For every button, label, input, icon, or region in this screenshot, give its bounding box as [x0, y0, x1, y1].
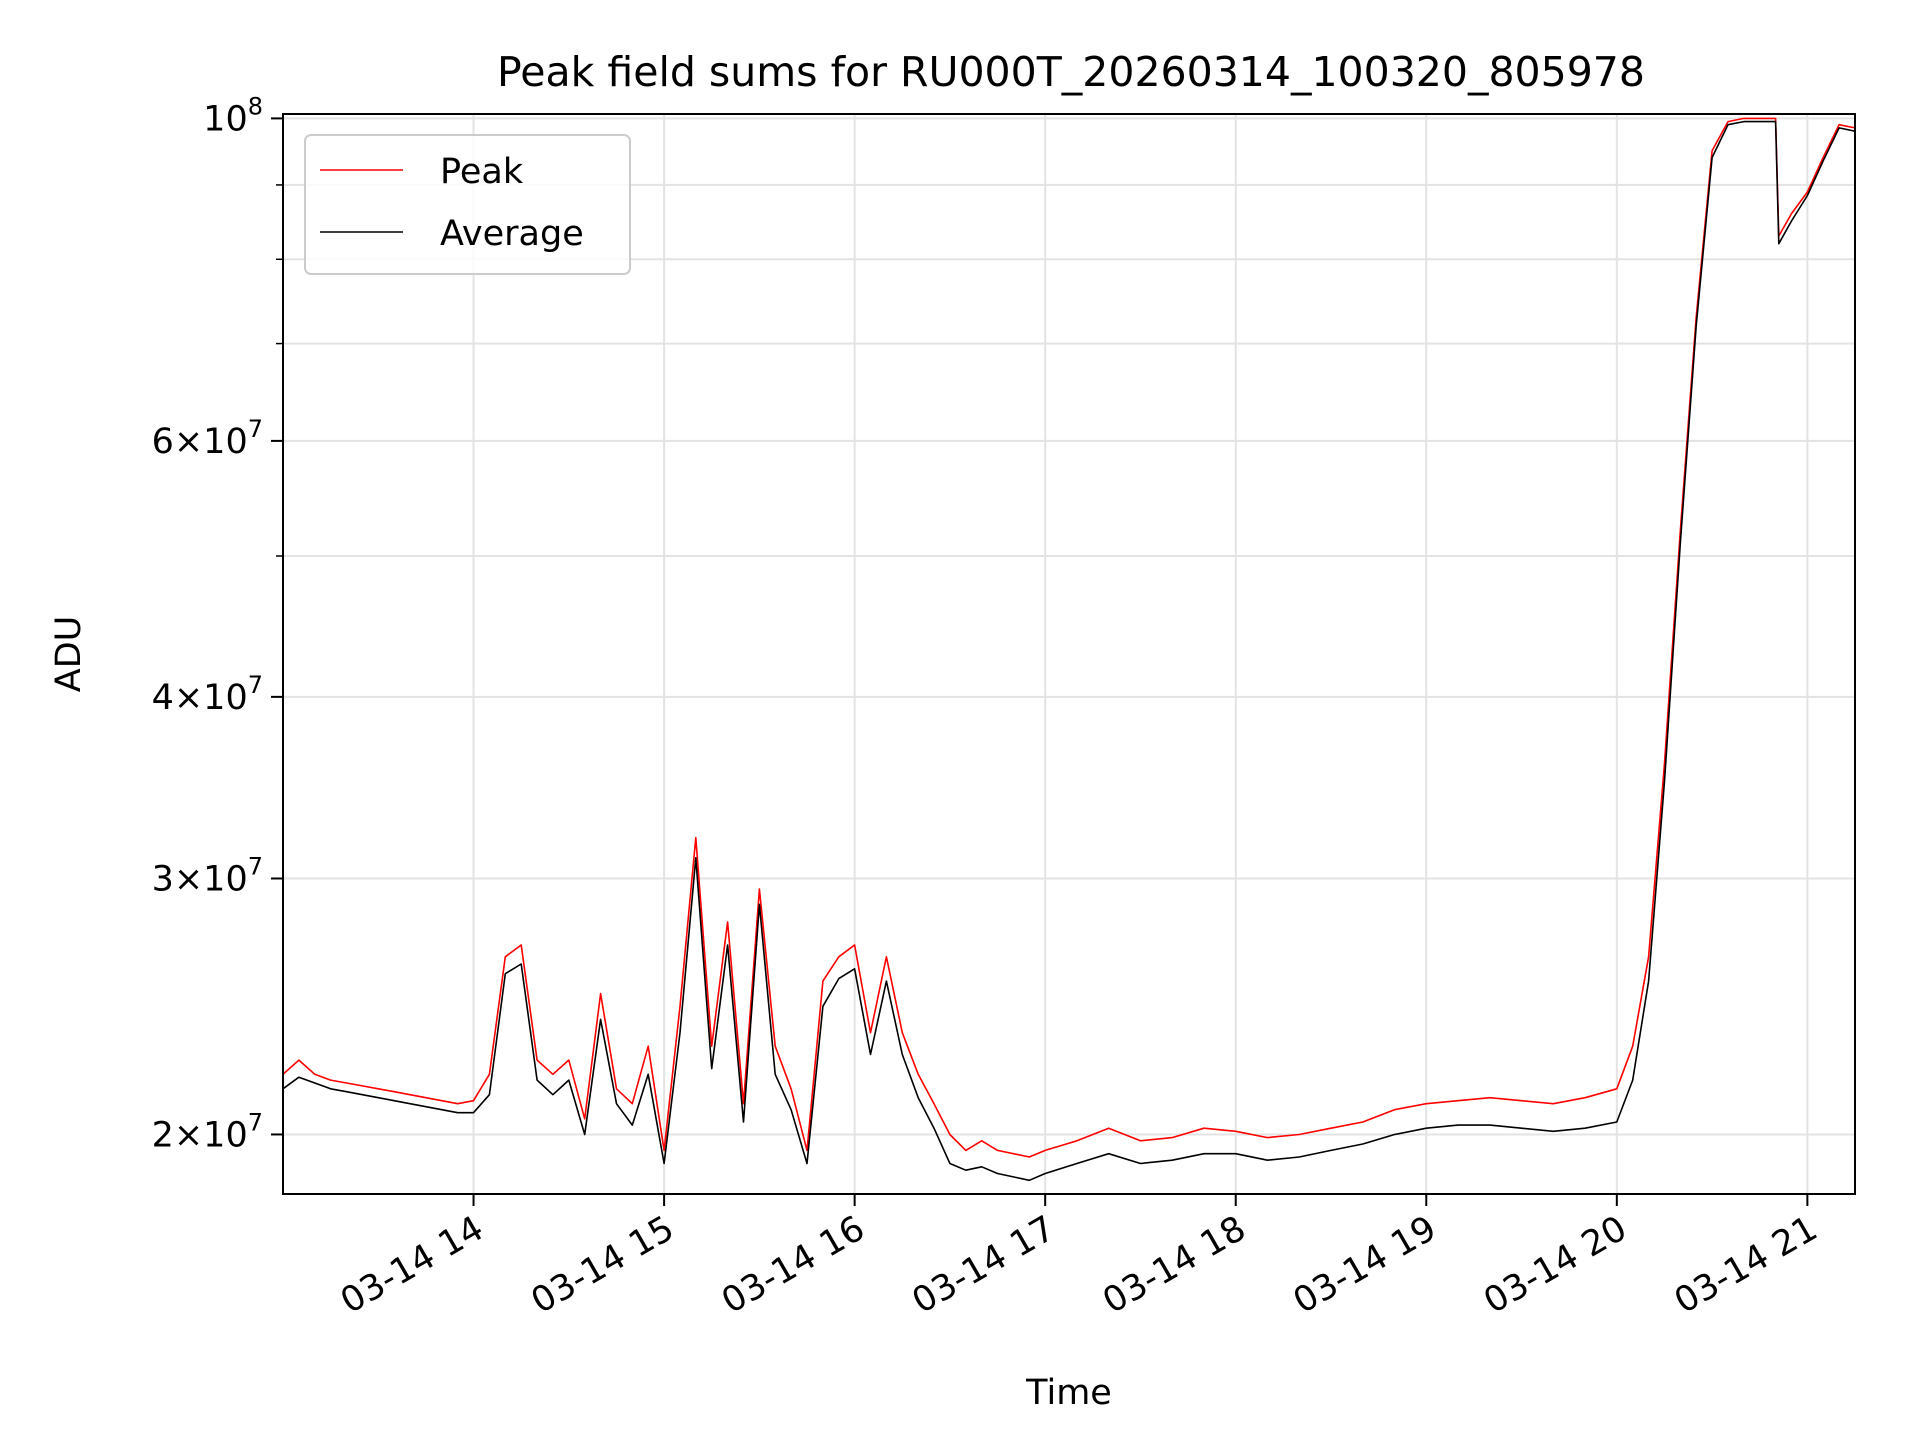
y-tick-label-0: 2×107 — [152, 1108, 263, 1155]
plot-frame — [282, 113, 1856, 1195]
y-tick-label-1: 3×107 — [152, 852, 263, 899]
legend-label-peak: Peak — [440, 152, 524, 192]
series-line-average — [283, 120, 1855, 1182]
x-axis-label: Time — [1025, 1373, 1112, 1413]
y-axis: 2×107 3×107 4×107 6×107 108 — [152, 92, 283, 1155]
legend: Peak Average — [304, 134, 631, 275]
y-tick-label-4: 108 — [203, 92, 263, 139]
y-tick-label-3: 6×107 — [152, 415, 263, 462]
series-line-peak — [283, 117, 1855, 1158]
plot-series — [283, 117, 1855, 1182]
legend-label-average: Average — [440, 214, 584, 254]
y-tick-label-2: 4×107 — [152, 671, 263, 718]
grid — [283, 114, 1855, 1194]
chart-title: Peak field sums for RU000T_20260314_1003… — [497, 48, 1645, 96]
y-axis-label: ADU — [49, 616, 89, 693]
